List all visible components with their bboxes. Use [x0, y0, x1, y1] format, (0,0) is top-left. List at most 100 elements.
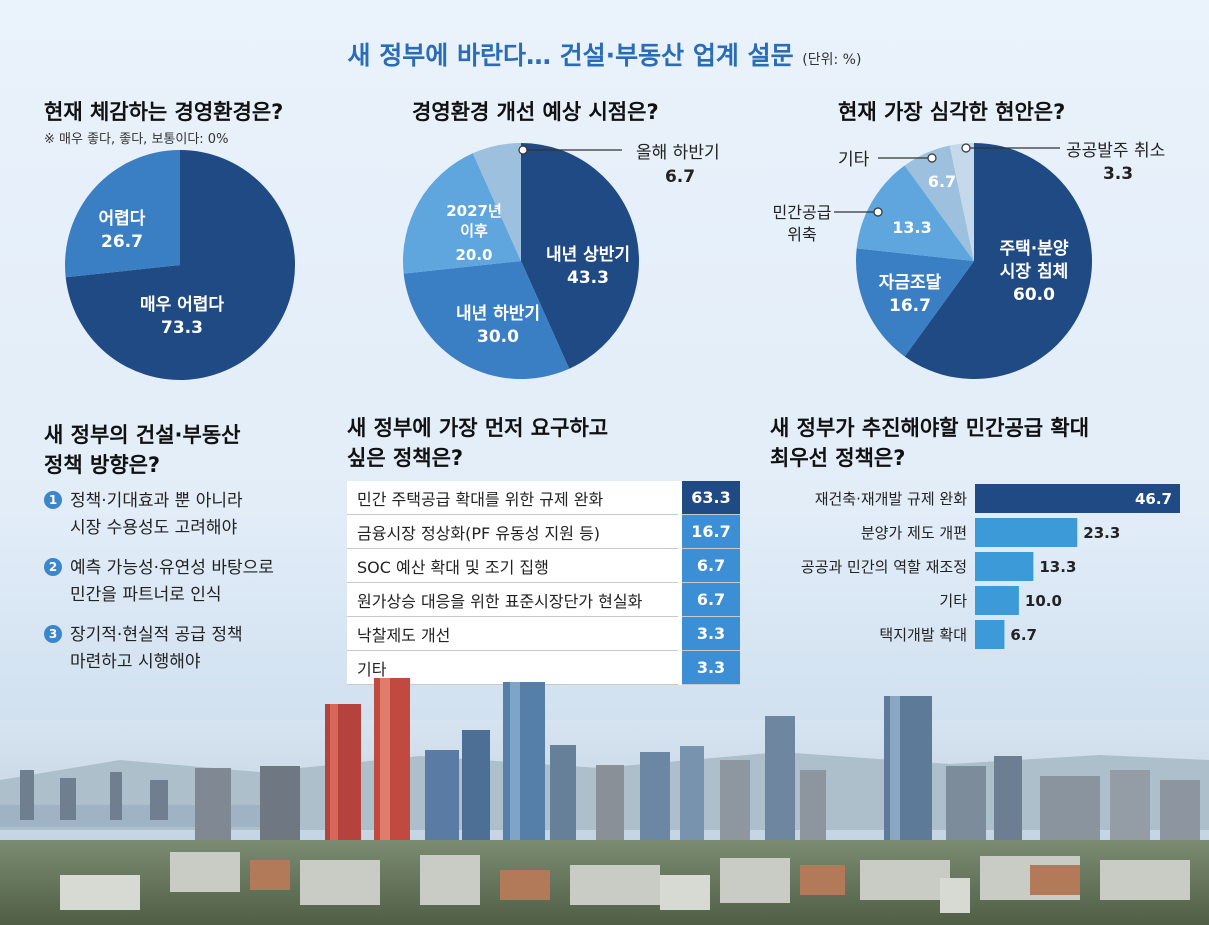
pie3-value-slice3: 13.3 — [892, 218, 931, 237]
pie1-note: ※ 매우 좋다, 좋다, 보통이다: 0% — [44, 132, 229, 147]
number-badge: 3 — [44, 625, 62, 643]
pie3-leader-dot-2 — [927, 153, 937, 163]
policy-table: 민간 주택공급 확대를 위한 규제 완화 63.3 금융시장 정상화(PF 유동성… — [347, 481, 740, 685]
table-row: SOC 예산 확대 및 조기 집행 6.7 — [347, 548, 740, 583]
list-item-text: 장기적·현실적 공급 정책 마련하고 시행해야 — [70, 625, 243, 672]
bar — [975, 484, 1180, 513]
bar-value-label: 10.0 — [1025, 592, 1062, 610]
pie3-label-slice4: 기타 — [838, 150, 870, 170]
bar-category-label: 분양가 제도 개편 — [861, 524, 967, 542]
table-cell-value: 3.3 — [678, 616, 740, 651]
list-item: 2 예측 가능성·유연성 바탕으로 민간을 파트너로 인식 — [44, 555, 334, 609]
pie3-value-slice2: 16.7 — [889, 296, 931, 316]
pie3-leader-dot-3 — [873, 207, 883, 217]
pie2-slice-3 — [403, 153, 521, 274]
bar-value-label: 23.3 — [1083, 524, 1120, 542]
bar — [975, 586, 1019, 615]
list-item-text: 정책·기대효과 뿐 아니라 시장 수용성도 고려해야 — [70, 491, 243, 538]
pie2-label-slice3-line2: 이후 — [460, 222, 488, 240]
bar-value-label: 13.3 — [1039, 558, 1076, 576]
city-skyline-image — [0, 678, 1209, 925]
pie3-slice-2 — [856, 248, 974, 357]
bar-category-label: 재건축·재개발 규제 완화 — [815, 490, 968, 508]
table-row: 민간 주택공급 확대를 위한 규제 완화 63.3 — [347, 481, 740, 515]
pie3-slice-5 — [949, 143, 974, 261]
pie2-chart: 올해 하반기 6.7 내년 상반기 43.3 내년 하반기 30.0 2027년… — [403, 143, 720, 379]
pie3-value-slice1: 60.0 — [1013, 285, 1055, 305]
bar-category-label: 택지개발 확대 — [879, 626, 967, 644]
pie1-slice-1 — [65, 150, 295, 380]
pie1-value-slice2: 26.7 — [101, 232, 143, 252]
pie2-label-slice3-line1: 2027년 — [446, 202, 502, 220]
pie1-slice-2 — [65, 150, 180, 278]
pie3-value-slice5: 3.3 — [1103, 164, 1133, 184]
pie2-slice-1 — [521, 143, 639, 369]
pie2-label-slice2: 내년 하반기 — [456, 304, 540, 324]
table-row: 원가상승 대응을 위한 표준시장단가 현실화 6.7 — [347, 582, 740, 617]
pie2-label-slice1: 내년 상반기 — [546, 245, 630, 265]
pie3-slice-4 — [904, 145, 974, 261]
pie2-heading: 경영환경 개선 예상 시점은? — [412, 100, 659, 124]
pie1-heading: 현재 체감하는 경영환경은? — [44, 100, 284, 124]
table-cell-label: 원가상승 대응을 위한 표준시장단가 현실화 — [347, 582, 680, 617]
pie3-heading: 현재 가장 심각한 현안은? — [838, 100, 1066, 124]
number-badge: 2 — [44, 558, 62, 576]
list-item: 1 정책·기대효과 뿐 아니라 시장 수용성도 고려해야 — [44, 488, 334, 542]
table-cell-label: SOC 예산 확대 및 조기 집행 — [347, 548, 680, 583]
table-cell-value: 3.3 — [678, 650, 740, 685]
bar — [975, 552, 1034, 581]
pie3-slice-1 — [904, 143, 1092, 379]
table-cell-value: 16.7 — [678, 514, 740, 549]
table-row: 금융시장 정상화(PF 유동성 지원 등) 16.7 — [347, 514, 740, 549]
pie2-value-slice2: 30.0 — [477, 327, 519, 347]
pie1-label-slice1: 매우 어렵다 — [140, 295, 224, 315]
pie2-slice-2 — [403, 261, 570, 379]
pie1-value-slice1: 73.3 — [161, 318, 203, 338]
title-text: 새 정부에 바란다… 건설·부동산 업계 설문 — [347, 41, 794, 70]
pie1-label-slice2: 어렵다 — [99, 209, 146, 229]
pie2-value-slice1: 43.3 — [567, 268, 609, 288]
pie2-leader-dot — [518, 145, 528, 155]
table-heading-line2: 싶은 정책은? — [347, 446, 464, 470]
bar-category-label: 공공과 민간의 역할 재조정 — [801, 558, 967, 576]
pie3-label-slice5: 공공발주 취소 — [1066, 141, 1165, 161]
pie1-chart: 어렵다 26.7 매우 어렵다 73.3 — [65, 150, 295, 380]
pie3-slice-3 — [856, 165, 974, 261]
bar-chart: 재건축·재개발 규제 완화 46.7 분양가 제도 개편 23.3 공공과 민간의 역할… — [801, 484, 1180, 649]
table-cell-value: 6.7 — [678, 582, 740, 617]
unit-note: (단위: %) — [802, 52, 862, 68]
pie2-slice-4 — [472, 143, 521, 261]
list-item: 3 장기적·현실적 공급 정책 마련하고 시행해야 — [44, 622, 334, 676]
pie3-label-slice1-line1: 주택·분양 — [999, 239, 1068, 259]
pie2-value-slice3: 20.0 — [455, 246, 492, 264]
table-cell-value: 6.7 — [678, 548, 740, 583]
pie3-label-slice1-line2: 시장 침체 — [1000, 261, 1068, 282]
bar-category-label: 기타 — [939, 592, 967, 610]
policy-heading-line2: 정책 방향은? — [44, 453, 161, 477]
pie3-label-slice2: 자금조달 — [879, 272, 942, 293]
policy-heading: 새 정부의 건설·부동산 정책 방향은? — [44, 420, 240, 480]
bar — [975, 620, 1005, 649]
bar — [975, 518, 1078, 547]
table-cell-label: 낙찰제도 개선 — [347, 616, 680, 651]
pie3-chart: 공공발주 취소 3.3 기타 민간공급 위축 6.7 13.3 자금조달 16.… — [773, 141, 1165, 379]
number-badge: 1 — [44, 491, 62, 509]
bar-value-label: 46.7 — [1135, 490, 1172, 508]
table-heading-line1: 새 정부에 가장 먼저 요구하고 — [347, 416, 609, 440]
pie3-label-slice3-line1: 민간공급 — [773, 203, 832, 222]
policy-list: 1 정책·기대효과 뿐 아니라 시장 수용성도 고려해야 2 예측 가능성·유연… — [44, 488, 334, 689]
table-heading: 새 정부에 가장 먼저 요구하고 싶은 정책은? — [347, 413, 608, 473]
list-item-text: 예측 가능성·유연성 바탕으로 민간을 파트너로 인식 — [70, 558, 274, 605]
pie3-leader-dot-1 — [961, 143, 971, 153]
pie2-value-slice4: 6.7 — [665, 167, 695, 187]
page-title: 새 정부에 바란다… 건설·부동산 업계 설문 (단위: %) — [0, 36, 1209, 72]
pie3-label-slice3-line2: 위축 — [787, 225, 816, 244]
table-cell-value: 63.3 — [678, 481, 740, 515]
bar-heading-line1: 새 정부가 추진해야할 민간공급 확대 — [770, 416, 1090, 440]
table-cell-label: 민간 주택공급 확대를 위한 규제 완화 — [347, 481, 680, 515]
bar-heading: 새 정부가 추진해야할 민간공급 확대 최우선 정책은? — [770, 413, 1089, 473]
pie3-value-slice4: 6.7 — [928, 172, 956, 191]
pie2-label-slice4: 올해 하반기 — [636, 143, 720, 163]
table-cell-label: 금융시장 정상화(PF 유동성 지원 등) — [347, 514, 680, 549]
